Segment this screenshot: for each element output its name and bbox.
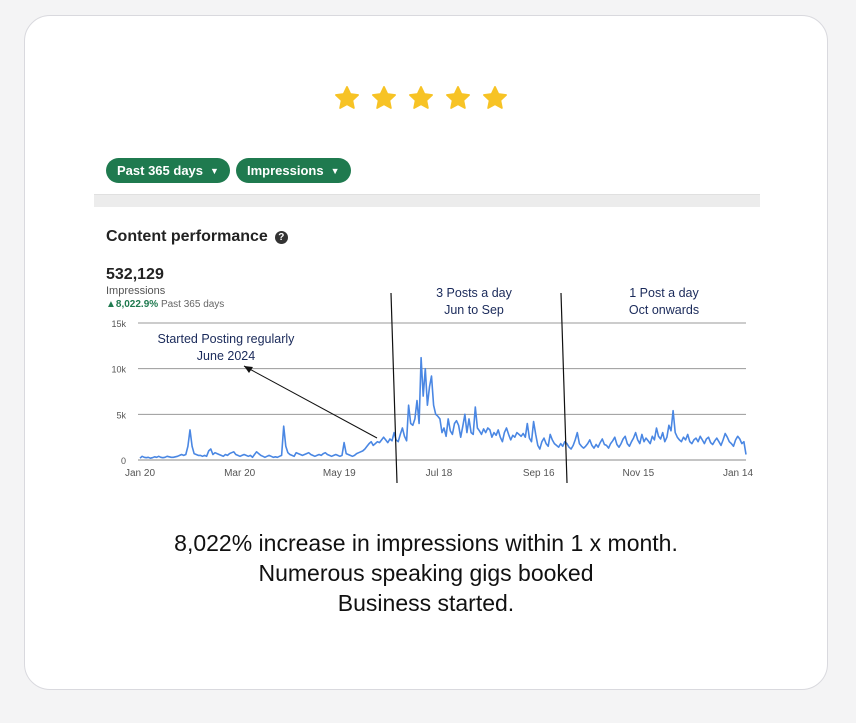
caption-line-1: 8,022% increase in impressions within 1 … (174, 530, 678, 556)
caption-line-2: Numerous speaking gigs booked (258, 560, 594, 586)
annotation-text-line2: Jun to Sep (444, 303, 504, 317)
panel-title-row: Content performance ? (106, 228, 288, 246)
annotation-text-line2: Oct onwards (629, 303, 699, 317)
x-tick-label: Mar 20 (224, 468, 256, 479)
y-tick-label: 10k (111, 365, 126, 375)
metric-filter-label: Impressions (247, 163, 324, 178)
panel-title: Content performance (106, 228, 268, 245)
delta-row: ▲8,022.9% Past 365 days (106, 299, 224, 310)
series-line (139, 356, 747, 459)
y-tick-label: 5k (116, 410, 126, 420)
divider-strip (94, 194, 760, 207)
x-tick-label: Nov 15 (622, 468, 654, 479)
annotation-arrow-head (244, 366, 253, 373)
annotation-divider-right (560, 292, 568, 484)
star-icon (333, 84, 361, 112)
annotation-text-line1: Started Posting regularly (158, 332, 296, 346)
star-rating (333, 84, 509, 112)
caption-line-3: Business started. (337, 590, 515, 616)
period-filter-label: Past 365 days (117, 163, 204, 178)
y-tick-label: 15k (111, 319, 126, 329)
x-tick-label: Jan 14 (723, 468, 753, 479)
star-icon (444, 84, 472, 112)
x-tick-label: Jul 18 (426, 468, 453, 479)
x-tick-label: Jan 20 (125, 468, 155, 479)
help-icon[interactable]: ? (274, 230, 288, 244)
caret-down-icon: ▼ (210, 165, 219, 176)
annotation-text-line2: June 2024 (197, 349, 255, 363)
x-tick-label: May 19 (323, 468, 356, 479)
total-label: Impressions (106, 285, 166, 297)
caret-down-icon: ▼ (330, 165, 340, 176)
metric-filter-button[interactable]: Impressions ▼ (236, 158, 351, 183)
period-filter-button[interactable]: Past 365 days ▼ (106, 158, 230, 183)
y-tick-label: 0 (121, 456, 126, 466)
annotation-arrow-line (243, 365, 378, 439)
annotation-text-line1: 1 Post a day (629, 286, 699, 300)
total-impressions: 532,129 (106, 266, 164, 283)
star-icon (481, 84, 509, 112)
delta-period: Past 365 days (160, 299, 225, 310)
testimonial-card (24, 15, 828, 690)
x-tick-label: Sep 16 (523, 468, 555, 479)
star-icon (370, 84, 398, 112)
annotation-divider-left (390, 292, 398, 484)
delta-value: ▲8,022.9% (106, 299, 159, 310)
star-icon (407, 84, 435, 112)
annotation-text-line1: 3 Posts a day (436, 286, 512, 300)
